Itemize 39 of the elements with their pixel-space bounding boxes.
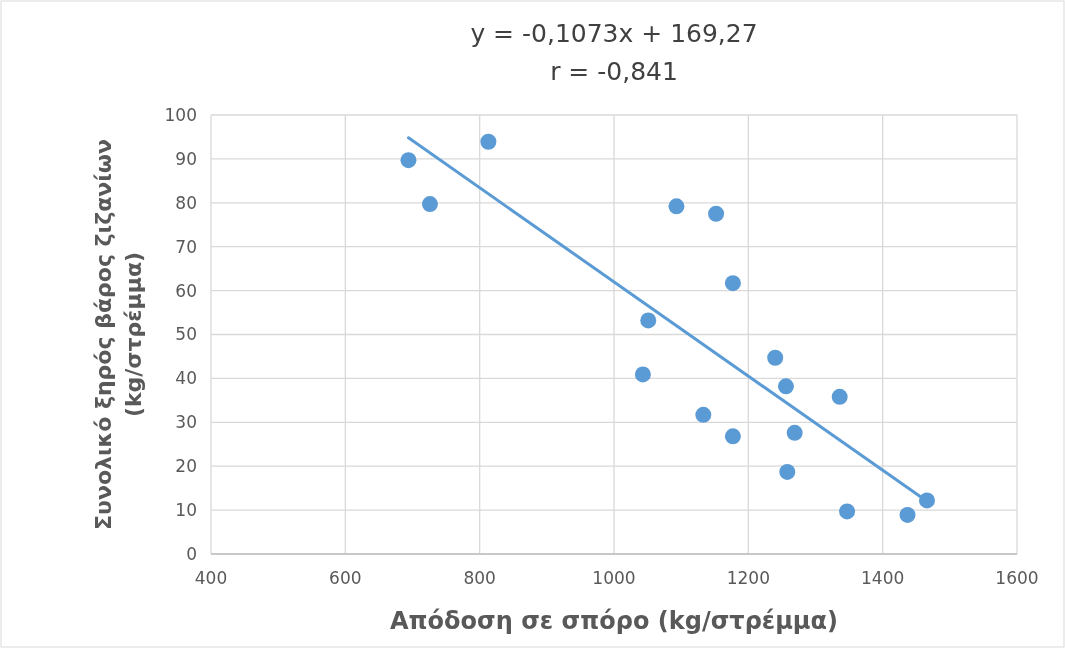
- y-tick-label: 10: [175, 500, 197, 521]
- y-tick-label: 90: [175, 148, 197, 169]
- y-tick-label: 0: [186, 543, 197, 564]
- x-tick-label: 600: [329, 568, 362, 588]
- y-tick-label: 70: [175, 236, 197, 257]
- point: [724, 275, 741, 292]
- text: r = -0,841: [550, 57, 678, 86]
- y-tick-label: 60: [175, 280, 197, 301]
- x-tick-label: 1400: [861, 568, 905, 588]
- y-tick-label: 40: [175, 368, 197, 389]
- point: [767, 349, 784, 366]
- point: [400, 152, 417, 169]
- x-tick-label: 1600: [995, 568, 1039, 588]
- x-tick-label: 800: [463, 568, 496, 588]
- point: [695, 406, 712, 423]
- y-axis-title: Συνολικό ξηρός βάρος ζιζανίων (kg/στρέμμα): [91, 139, 146, 530]
- x-axis-title: Απόδοση σε σπόρο (kg/στρέμμα): [390, 607, 838, 635]
- point: [839, 503, 856, 520]
- point: [777, 378, 794, 395]
- x-tick-label: 400: [194, 568, 228, 588]
- point: [421, 196, 438, 213]
- y-tick-label: 20: [175, 456, 197, 477]
- point: [724, 428, 741, 445]
- point: [779, 463, 796, 480]
- point: [708, 205, 725, 222]
- y-tick-label: 100: [164, 104, 197, 125]
- y-tick-label: 80: [175, 192, 197, 213]
- x-tick-label: 1000: [592, 568, 636, 588]
- x-tick-label: 1200: [726, 568, 770, 588]
- point: [831, 388, 848, 405]
- point: [899, 506, 916, 523]
- point: [786, 424, 803, 441]
- y-tick-label: 30: [175, 412, 197, 433]
- y-tick-label: 50: [175, 324, 197, 345]
- point: [668, 198, 685, 215]
- point: [640, 312, 657, 329]
- point: [480, 133, 497, 150]
- text: y = -0,1073x + 169,27: [470, 19, 758, 48]
- point: [634, 366, 651, 383]
